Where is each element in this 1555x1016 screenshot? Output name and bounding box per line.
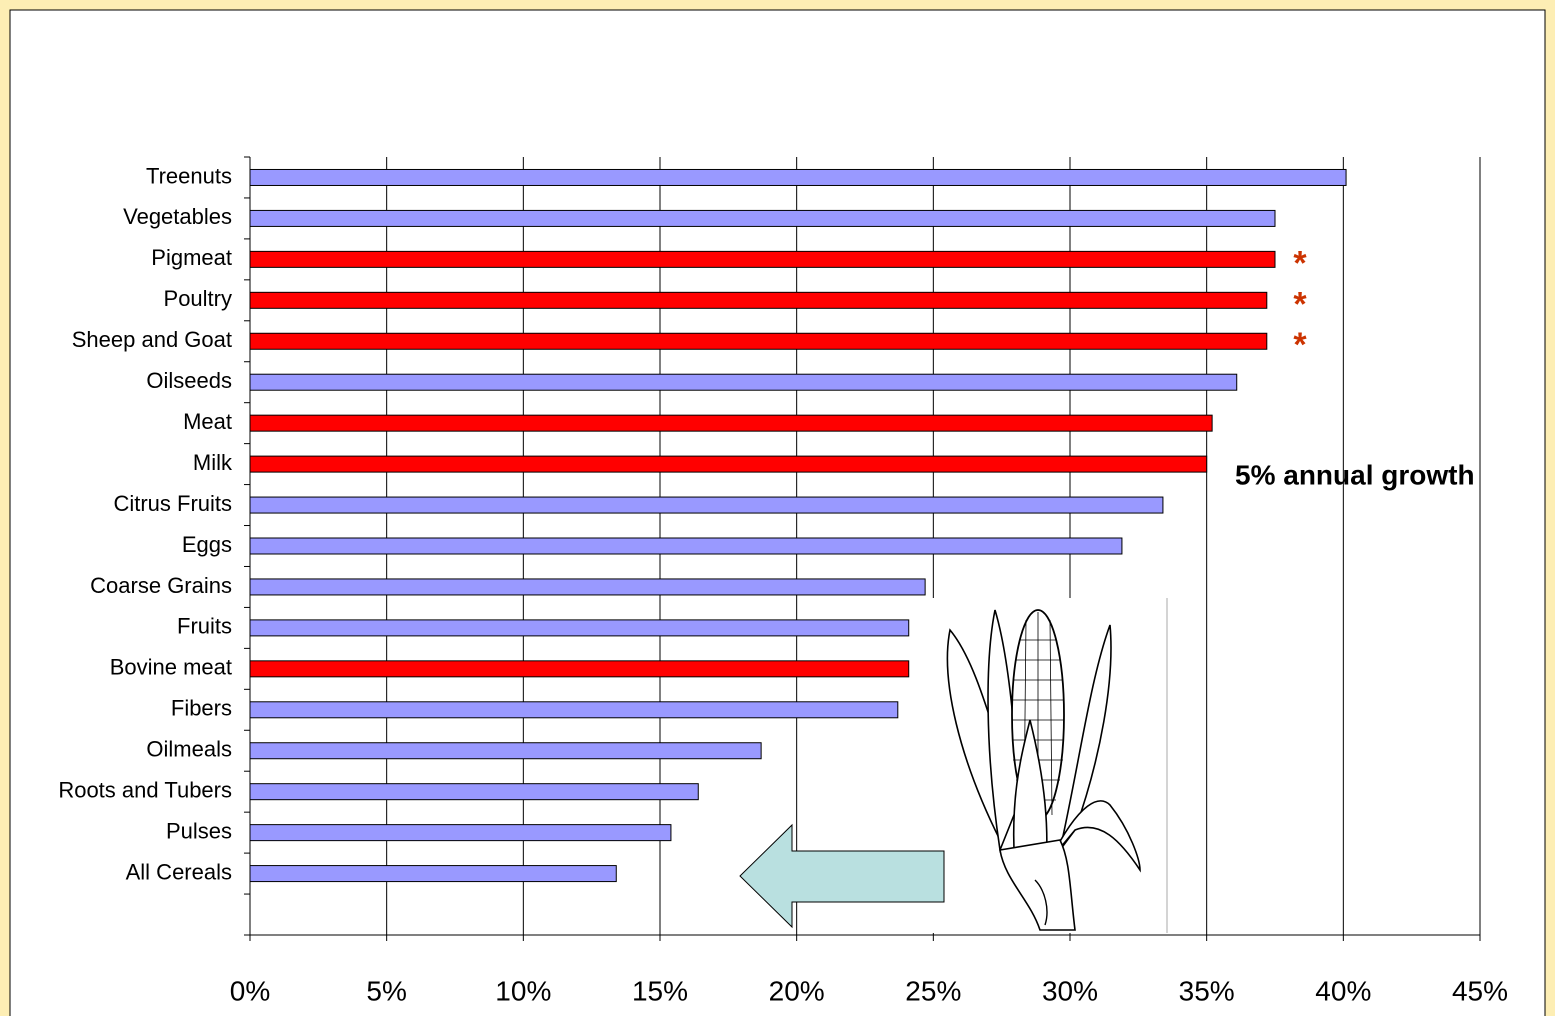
bar bbox=[249, 250, 1276, 268]
bar bbox=[249, 578, 926, 596]
bar bbox=[249, 783, 699, 801]
x-tick-label: 30% bbox=[1042, 975, 1098, 1006]
x-tick-label: 40% bbox=[1315, 975, 1371, 1006]
bar bbox=[249, 291, 1268, 309]
corn-illustration bbox=[930, 598, 1168, 933]
y-tick-label: Fibers bbox=[171, 696, 232, 721]
y-tick-label: Pulses bbox=[166, 818, 232, 843]
y-tick-label: Roots and Tubers bbox=[58, 777, 232, 802]
bar bbox=[249, 619, 910, 637]
y-tick-label: Fruits bbox=[177, 614, 232, 639]
bar bbox=[249, 168, 1347, 186]
x-tick-label: 20% bbox=[769, 975, 825, 1006]
y-tick-label: All Cereals bbox=[126, 859, 232, 884]
plot-area: 0% 5% 10% 15% 20% 25% 30% 35% 40% 45% Treenuts Vege… bbox=[58, 156, 1508, 1006]
y-tick-label: Coarse Grains bbox=[90, 573, 232, 598]
bar bbox=[249, 496, 1164, 514]
y-tick-label: Oilseeds bbox=[146, 368, 232, 393]
y-tick-label: Citrus Fruits bbox=[113, 491, 232, 516]
x-tick-label: 35% bbox=[1179, 975, 1235, 1006]
asterisk: * bbox=[1293, 326, 1307, 364]
bar bbox=[249, 373, 1238, 391]
asterisk: * bbox=[1293, 285, 1307, 323]
x-tick-label: 15% bbox=[632, 975, 688, 1006]
arrow bbox=[739, 823, 945, 929]
annotation: 5% annual growth bbox=[1235, 459, 1475, 490]
bar bbox=[249, 455, 1208, 473]
y-tick-label: Pigmeat bbox=[151, 245, 232, 270]
y-tick-label: Treenuts bbox=[146, 163, 232, 188]
asterisk: * bbox=[1293, 244, 1307, 282]
bar bbox=[249, 701, 899, 719]
x-tick-label: 45% bbox=[1452, 975, 1508, 1006]
bar bbox=[249, 414, 1213, 432]
bar bbox=[249, 742, 762, 760]
bar bbox=[249, 824, 672, 842]
bar bbox=[249, 332, 1268, 350]
y-tick-label: Oilmeals bbox=[146, 737, 232, 762]
x-tick-label: 0% bbox=[230, 975, 270, 1006]
x-tick-label: 10% bbox=[495, 975, 551, 1006]
y-tick-label: Sheep and Goat bbox=[72, 327, 232, 352]
x-tick-label: 25% bbox=[905, 975, 961, 1006]
bar bbox=[249, 209, 1276, 227]
y-tick-label: Milk bbox=[193, 450, 233, 475]
bar bbox=[249, 660, 910, 678]
bar bbox=[249, 537, 1123, 555]
y-tick-label: Meat bbox=[183, 409, 232, 434]
y-tick-label: Bovine meat bbox=[110, 655, 232, 680]
y-tick-label: Eggs bbox=[182, 532, 232, 557]
y-tick-label: Vegetables bbox=[123, 204, 232, 229]
bar bbox=[249, 865, 617, 883]
y-tick-label: Poultry bbox=[164, 286, 232, 311]
x-tick-label: 5% bbox=[366, 975, 406, 1006]
